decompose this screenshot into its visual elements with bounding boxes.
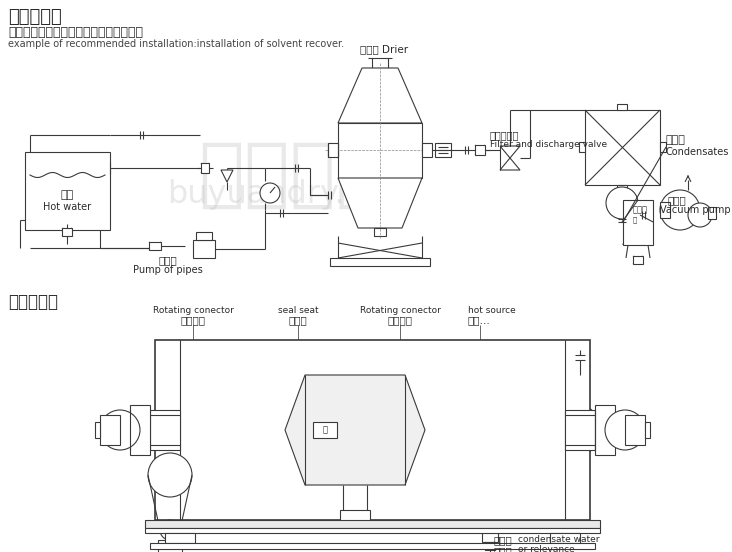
Circle shape	[100, 410, 140, 450]
Text: 缓冲罐: 缓冲罐	[633, 205, 648, 215]
Bar	[422, 143, 432, 157]
Text: 旋转接头: 旋转接头	[181, 315, 206, 325]
Bar	[155, 340, 590, 520]
Circle shape	[605, 410, 645, 450]
Bar	[617, 185, 627, 191]
Text: buyuandry.com: buyuandry.com	[248, 431, 482, 459]
Text: 管道泵: 管道泵	[159, 255, 177, 265]
Polygon shape	[338, 178, 422, 228]
Bar	[617, 104, 627, 110]
Text: Vacuum pump: Vacuum pump	[660, 205, 731, 215]
Text: 冷凝器
或回流: 冷凝器 或回流	[493, 535, 512, 552]
Bar	[193, 240, 215, 258]
Text: example of recommended installation:installation of solvent recover.: example of recommended installation:inst…	[8, 39, 344, 49]
Text: Rotating conector: Rotating conector	[152, 306, 234, 315]
Bar	[595, 405, 615, 455]
Bar	[158, 540, 182, 552]
Bar	[95, 422, 100, 438]
Text: 简易结构图: 简易结构图	[8, 293, 58, 311]
Text: 步远干燥: 步远干燥	[285, 397, 445, 463]
Bar	[165, 533, 195, 543]
Bar	[145, 520, 600, 528]
Text: 推荐的工艺安置示范：溶剂回收工艺安置: 推荐的工艺安置示范：溶剂回收工艺安置	[8, 26, 143, 39]
Text: Hot water: Hot water	[43, 202, 91, 212]
Text: condensate water
or relevance: condensate water or relevance	[518, 535, 600, 552]
Circle shape	[160, 520, 180, 540]
Circle shape	[260, 183, 280, 203]
Bar	[196, 232, 212, 240]
Text: buyuandry.com: buyuandry.com	[167, 179, 413, 210]
Text: 炉转接头: 炉转接头	[387, 315, 413, 325]
Text: 密封座: 密封座	[288, 315, 307, 325]
Bar	[482, 532, 498, 542]
Bar	[313, 422, 337, 438]
Text: 己热…: 己热…	[468, 315, 491, 325]
Text: 安装示意图: 安装示意图	[8, 8, 61, 26]
Circle shape	[688, 203, 712, 227]
Polygon shape	[221, 170, 233, 182]
Bar	[201, 163, 209, 173]
Text: 冷凝器: 冷凝器	[665, 135, 685, 145]
Bar	[633, 256, 643, 264]
Bar	[328, 143, 338, 157]
Text: Filter and discharge valve: Filter and discharge valve	[490, 140, 607, 149]
Bar	[485, 542, 495, 550]
Bar	[660, 142, 666, 152]
Bar	[330, 258, 430, 266]
Bar	[338, 123, 422, 178]
Bar	[62, 228, 72, 236]
Text: hot source: hot source	[468, 306, 516, 315]
Text: 缓: 缓	[633, 217, 638, 224]
Polygon shape	[285, 375, 425, 485]
Polygon shape	[500, 158, 520, 170]
Circle shape	[660, 190, 700, 230]
Bar	[623, 200, 653, 245]
Bar	[550, 533, 580, 543]
Bar	[340, 510, 370, 522]
Bar	[100, 415, 120, 445]
Bar	[579, 142, 585, 152]
Text: 真空泵: 真空泵	[668, 195, 687, 205]
Bar	[645, 422, 650, 438]
Bar	[625, 415, 645, 445]
Polygon shape	[500, 146, 520, 158]
Bar	[565, 410, 595, 450]
Bar	[130, 405, 150, 455]
Text: Pump of pipes: Pump of pipes	[133, 265, 203, 275]
Bar	[150, 410, 180, 450]
Bar	[585, 110, 660, 185]
Bar	[374, 228, 386, 236]
Bar	[150, 543, 595, 549]
Bar	[475, 145, 485, 155]
Bar	[149, 242, 161, 250]
Bar	[660, 202, 670, 218]
Bar	[435, 143, 451, 157]
Circle shape	[148, 453, 192, 497]
Text: 热水: 热水	[60, 190, 74, 200]
Text: 标: 标	[323, 426, 327, 434]
Text: 步远干燥: 步远干燥	[198, 138, 382, 212]
Text: 干燥机 Drier: 干燥机 Drier	[360, 44, 408, 54]
Text: seal seat: seal seat	[277, 306, 318, 315]
Circle shape	[606, 187, 638, 219]
Bar	[145, 528, 600, 533]
Bar	[25, 152, 110, 230]
Text: Condensates: Condensates	[665, 147, 728, 157]
Text: Rotating conector: Rotating conector	[359, 306, 441, 315]
Bar	[708, 207, 716, 219]
Polygon shape	[338, 68, 422, 123]
Text: 过滤放空阀: 过滤放空阀	[490, 130, 520, 140]
